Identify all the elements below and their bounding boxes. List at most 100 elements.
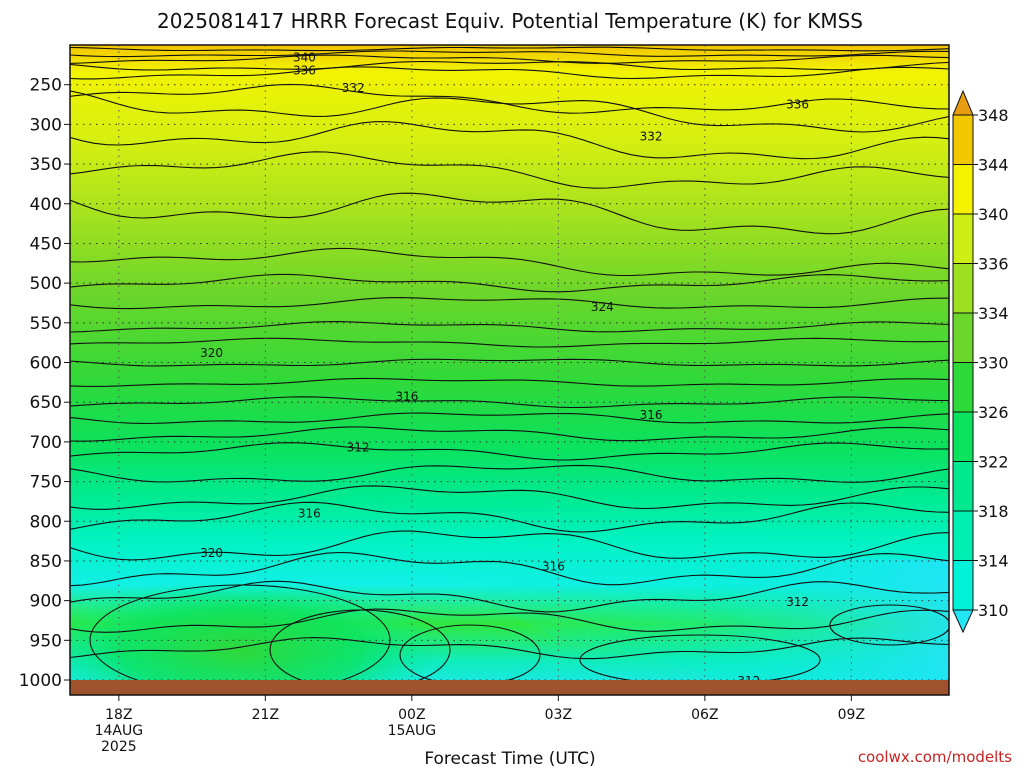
contour-line	[70, 60, 949, 71]
colorbar-label: 314	[978, 552, 1009, 571]
colorbar-segment	[952, 213, 974, 264]
time-tick-year: 2025	[101, 739, 137, 755]
colorbar-segment	[952, 263, 974, 314]
colorbar-label: 310	[978, 601, 1009, 620]
pressure-tick-label: 600	[30, 354, 62, 374]
colorbar-label: 348	[978, 106, 1009, 125]
pressure-tick-label: 350	[30, 155, 62, 175]
pressure-tick-label: 700	[30, 433, 62, 453]
contour-label-text: 316	[640, 408, 663, 422]
contour-label: 316	[542, 559, 565, 573]
colorbar-label: 322	[978, 453, 1009, 472]
contour-label: 316	[640, 408, 663, 422]
contour-label-text: 324	[591, 300, 614, 314]
colorbar-label: 334	[978, 304, 1009, 323]
contour-line	[70, 637, 949, 660]
contour-label-text: 332	[342, 81, 365, 95]
contour-label: 312	[347, 440, 370, 454]
contour-line	[70, 54, 949, 64]
contour-line	[70, 530, 949, 561]
contour-label: 320	[200, 546, 223, 560]
contour-label: 332	[342, 81, 365, 95]
contour-label: 336	[786, 98, 809, 112]
time-tick-date: 15AUG	[388, 723, 437, 739]
pressure-tick-label: 900	[30, 592, 62, 612]
time-tick-label: 03Z	[545, 707, 572, 723]
pressure-tick-label: 800	[30, 512, 62, 532]
contour-label-text: 316	[542, 559, 565, 573]
pressure-tick-label: 850	[30, 552, 62, 572]
contour-label-text: 312	[786, 595, 809, 609]
credit-text: coolwx.com/modelts	[858, 748, 1012, 766]
contour-label-text: 336	[786, 98, 809, 112]
pressure-tick-label: 550	[30, 314, 62, 334]
chart-title: 2025081417 HRRR Forecast Equiv. Potentia…	[157, 9, 863, 33]
colorbar-label: 330	[978, 354, 1009, 373]
colorbar-label: 340	[978, 205, 1009, 224]
contour-label-text: 340	[293, 51, 316, 65]
contour-line	[70, 321, 949, 333]
contour-line	[70, 442, 949, 461]
contour-line	[70, 151, 949, 189]
contour-line	[70, 50, 949, 58]
pressure-tick-label: 1000	[19, 671, 62, 691]
x-axis-label: Forecast Time (UTC)	[424, 749, 595, 768]
contour-label-text: 320	[200, 346, 223, 360]
colorbar-segment	[952, 510, 974, 561]
colorbar-segment	[952, 114, 974, 165]
contour-line	[70, 337, 949, 348]
colorbar-segment	[952, 411, 974, 462]
low-theta-e-region	[430, 551, 949, 680]
contour-line	[70, 426, 949, 442]
contour-line	[70, 192, 949, 235]
contour-label-text: 316	[298, 506, 321, 520]
colorbar-segment	[952, 560, 974, 611]
lowlevel-high-theta-e-region	[70, 580, 440, 695]
ground-surface	[70, 680, 949, 695]
plot-area: 3403363323363323243203163163123163203163…	[70, 45, 949, 695]
contour-line	[70, 608, 949, 633]
time-tick-label: 18Z	[105, 707, 132, 723]
contour-label-text: 320	[200, 546, 223, 560]
contour-label-text: 312	[347, 440, 370, 454]
colorbar-segment	[952, 461, 974, 512]
contour-label: 332	[640, 129, 663, 143]
contour-label-text: 316	[395, 390, 418, 404]
contour-label-text: 336	[293, 63, 316, 77]
contour-line	[70, 551, 949, 587]
contour-label: 336	[293, 63, 316, 77]
colorbar-segment	[952, 164, 974, 215]
colorbar-segment	[952, 362, 974, 413]
contour-line	[829, 604, 949, 646]
contour-line	[70, 501, 949, 533]
contour-line	[70, 358, 949, 367]
contour-line	[70, 485, 949, 510]
pressure-tick-label: 250	[30, 76, 62, 96]
contour-label: 320	[200, 346, 223, 360]
colorbar-label: 336	[978, 255, 1009, 274]
contour-line	[70, 464, 949, 483]
contour-line	[70, 273, 949, 293]
contour-label: 316	[298, 506, 321, 520]
contour-line	[70, 377, 949, 387]
contour-label: 312	[786, 595, 809, 609]
pressure-tick-label: 650	[30, 393, 62, 413]
pressure-tick-label: 500	[30, 274, 62, 294]
colorbar-label: 344	[978, 156, 1009, 175]
contour-labels: 3403363323363323243203163163123163203163…	[200, 51, 809, 688]
contour-line	[70, 46, 949, 52]
time-tick-label: 09Z	[838, 707, 865, 723]
contour-line	[70, 297, 949, 310]
colorbar-label: 318	[978, 502, 1009, 521]
contour-label: 324	[591, 300, 614, 314]
contour-line	[70, 580, 949, 613]
colorbar-min-arrow	[952, 609, 974, 634]
time-tick-label: 21Z	[252, 707, 279, 723]
contour-label: 316	[395, 390, 418, 404]
pressure-tick-label: 400	[30, 195, 62, 215]
pressure-tick-label: 300	[30, 115, 62, 135]
pressure-tick-label: 450	[30, 234, 62, 254]
contour-line	[70, 83, 949, 114]
contour-line	[70, 247, 949, 277]
colorbar-segment	[952, 312, 974, 363]
